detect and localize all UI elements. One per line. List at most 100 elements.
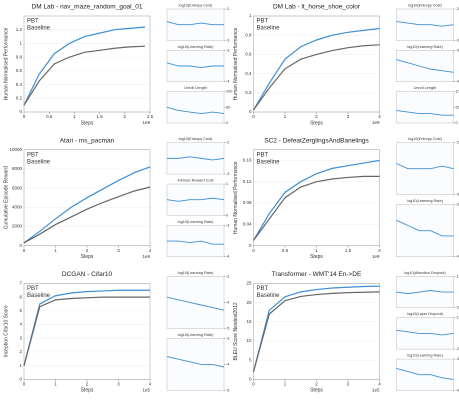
- x-tick-label: 2: [86, 248, 89, 253]
- y-tick-label: 0.8: [16, 54, 23, 59]
- subplot-tick-label: -4: [456, 255, 459, 259]
- y-tick-label: 0.8: [245, 32, 252, 37]
- series-line: [253, 44, 380, 111]
- subplot-tick-label: -3: [456, 48, 459, 52]
- series-line: [252, 27, 380, 111]
- plot-frame: [23, 283, 151, 380]
- plot-frame: [253, 15, 380, 113]
- legend-entry: PBT: [27, 19, 39, 25]
- series-line: [23, 45, 145, 106]
- y-axis-label: Human Normalised Performance: [233, 27, 239, 100]
- panel-title: Atari - ms_pacman: [60, 137, 115, 144]
- y-tick-label: 25: [246, 281, 252, 286]
- subplot-tick-label: -2: [226, 7, 229, 11]
- subplot-title: Unroll Length: [414, 86, 437, 90]
- subplot-tick-label: 1: [226, 182, 228, 186]
- x-tick-label: 0: [23, 382, 26, 387]
- subplot-tick-label: -3: [226, 172, 229, 176]
- subplot-frame: [166, 276, 225, 329]
- subplot-tick-label: -3: [456, 193, 459, 197]
- subplot-tick-label: -2: [456, 347, 459, 351]
- subplot-tick-label: 100: [226, 90, 232, 94]
- series-line: [23, 166, 151, 244]
- x-offset-label: 1e5: [372, 388, 380, 393]
- subplot-title: Unroll Length: [184, 86, 207, 90]
- series-line: [253, 175, 380, 241]
- y-tick-label: 6000: [12, 185, 23, 190]
- x-tick-label: 1: [284, 114, 287, 119]
- y-tick-label: 0.08: [243, 200, 252, 205]
- x-offset-label: 1e9: [372, 120, 380, 125]
- y-tick-label: 0: [249, 243, 252, 248]
- x-axis-label: Steps: [81, 254, 94, 260]
- subplot-title: log10(Entropy Cost): [179, 4, 214, 8]
- y-tick-label: 1: [249, 13, 252, 18]
- y-tick-label: 0.12: [243, 179, 252, 184]
- series-line: [252, 159, 380, 241]
- y-tick-label: 1: [19, 41, 22, 46]
- x-tick-label: 1: [315, 248, 318, 253]
- panel-title: Transformer - WMT'14 En->DE: [272, 271, 362, 278]
- x-tick-label: 0: [252, 248, 255, 253]
- x-tick-label: 2: [378, 248, 381, 253]
- subplot-tick-label: -1: [456, 274, 459, 278]
- legend-entry: Baseline: [257, 26, 281, 32]
- subplot-line: [396, 329, 454, 336]
- subplot-tick-label: -5: [226, 388, 229, 392]
- series-line: [23, 296, 150, 366]
- x-tick-label: 4: [149, 382, 152, 387]
- x-tick-label: 3: [347, 114, 350, 119]
- x-tick-label: 1: [54, 382, 57, 387]
- subplot-tick-label: -3: [456, 203, 459, 207]
- subplot-line: [396, 368, 454, 380]
- x-offset-label: 1e9: [142, 254, 150, 259]
- subplot-tick-label: 50: [456, 105, 459, 109]
- y-tick-label: 0: [19, 109, 22, 114]
- subplot-line: [396, 21, 454, 27]
- plot-frame: [253, 149, 380, 246]
- subplot-tick-label: -3: [226, 223, 229, 227]
- x-tick-label: 1: [284, 382, 287, 387]
- subplot-line: [166, 106, 225, 115]
- subplot-tick-label: -3: [226, 274, 229, 278]
- subplot-tick-label: -2: [456, 306, 459, 310]
- subplot-line: [167, 240, 224, 245]
- subplot-frame: [396, 50, 454, 82]
- legend-entry: PBT: [257, 286, 269, 292]
- subplot-tick-label: -4: [226, 255, 229, 259]
- x-axis-label: Steps: [310, 254, 323, 260]
- series-line: [23, 186, 151, 244]
- subplot-title: log10(Attention Dropout): [404, 271, 446, 275]
- y-tick-label: 4000: [12, 204, 23, 209]
- subplot-line: [166, 296, 225, 311]
- x-tick-label: 1: [73, 114, 76, 119]
- x-tick-label: 1.5: [96, 114, 103, 119]
- y-tick-label: 0.4: [245, 71, 252, 76]
- subplot-tick-label: -1: [456, 316, 459, 320]
- x-tick-label: 3: [347, 382, 350, 387]
- subplot-line: [396, 59, 454, 73]
- y-tick-label: 4: [19, 322, 22, 327]
- x-axis-label: Steps: [310, 120, 323, 126]
- subplot-tick-label: -3: [226, 38, 229, 42]
- y-tick-label: 10000: [9, 147, 22, 152]
- subplot-tick-label: -2: [456, 7, 459, 11]
- subplot-line: [166, 62, 224, 69]
- subplot-tick-label: 0: [226, 121, 228, 125]
- x-tick-label: 1: [54, 248, 57, 253]
- x-tick-label: 0: [252, 382, 255, 387]
- y-tick-label: 2000: [12, 224, 23, 229]
- subplot-frame: [166, 338, 225, 391]
- series-line: [23, 289, 150, 366]
- subplot-tick-label: 0: [226, 213, 228, 217]
- y-tick-label: 0.2: [16, 95, 23, 100]
- x-tick-label: 2: [86, 382, 89, 387]
- legend-entry: PBT: [257, 19, 269, 25]
- x-tick-label: 0.5: [46, 114, 53, 119]
- series-line: [23, 26, 146, 106]
- subplot-tick-label: -4: [456, 388, 459, 392]
- x-tick-label: 0: [23, 114, 26, 119]
- y-tick-label: 7: [19, 281, 22, 286]
- y-tick-label: 0: [249, 109, 252, 114]
- x-axis-label: Steps: [81, 120, 94, 126]
